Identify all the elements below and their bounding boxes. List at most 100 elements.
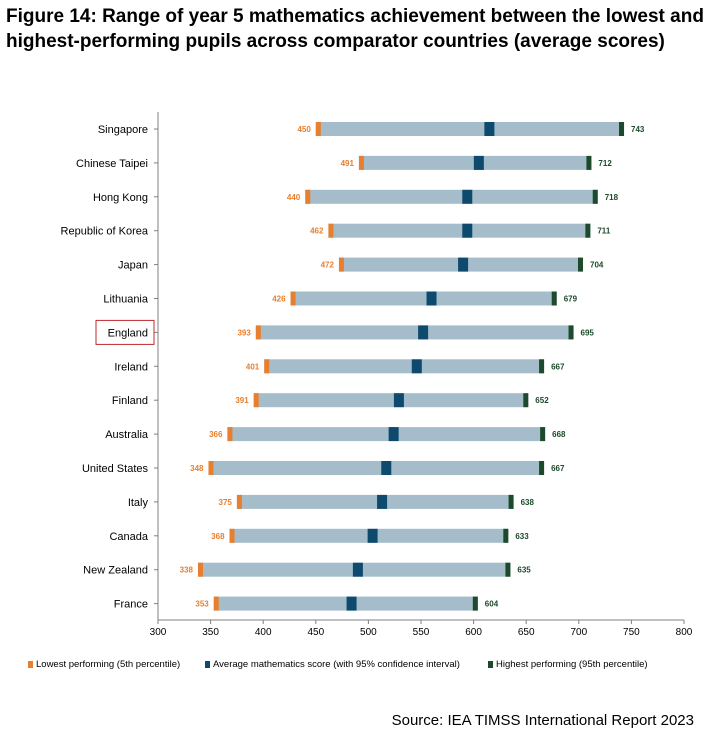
average-marker — [426, 291, 437, 306]
chart-title-line-1: Figure 14: Range of year 5 mathematics a… — [6, 6, 704, 27]
lowest-value-label: 348 — [190, 464, 204, 473]
average-marker — [418, 325, 429, 340]
lowest-value-label: 353 — [195, 600, 209, 609]
highest-value-label: 652 — [535, 396, 549, 405]
legend-swatch — [205, 661, 210, 668]
average-marker — [346, 596, 357, 611]
average-marker — [352, 562, 363, 577]
lowest-marker — [229, 528, 235, 543]
x-tick-label: 750 — [623, 627, 640, 638]
average-marker — [462, 223, 473, 238]
lowest-marker — [315, 122, 321, 136]
x-tick-label: 450 — [307, 627, 324, 638]
lowest-value-label: 391 — [235, 396, 249, 405]
x-tick-label: 800 — [676, 627, 693, 638]
lowest-marker — [290, 291, 296, 306]
range-bar — [305, 189, 598, 204]
highest-marker — [505, 562, 511, 577]
lowest-value-label: 366 — [209, 430, 223, 439]
highest-marker — [523, 393, 529, 408]
highest-marker — [619, 122, 625, 136]
category-label: England — [108, 327, 148, 339]
category-label: France — [114, 599, 148, 611]
x-tick-label: 700 — [570, 627, 587, 638]
lowest-marker — [227, 427, 233, 442]
lowest-marker — [197, 562, 203, 577]
x-tick-label: 600 — [465, 627, 482, 638]
lowest-value-label: 462 — [310, 227, 324, 236]
highest-marker — [578, 257, 584, 272]
highest-value-label: 668 — [552, 430, 566, 439]
highest-marker — [585, 223, 591, 238]
range-bar — [328, 223, 591, 238]
lowest-value-label: 472 — [321, 261, 335, 270]
legend-swatch — [488, 661, 493, 668]
range-bar — [253, 393, 529, 408]
category-label: Republic of Korea — [61, 226, 149, 238]
category-label: Singapore — [98, 124, 148, 136]
category-label: United States — [82, 463, 149, 475]
lowest-value-label: 375 — [219, 498, 233, 507]
category-label: Japan — [118, 260, 148, 272]
average-marker — [458, 257, 469, 272]
average-marker — [473, 155, 484, 170]
highest-value-label: 667 — [551, 362, 565, 371]
category-label: Lithuania — [103, 294, 149, 306]
average-marker — [484, 122, 495, 136]
category-label: Chinese Taipei — [76, 158, 148, 170]
legend-label: Average mathematics score (with 95% conf… — [213, 659, 460, 670]
highest-value-label: 667 — [551, 464, 565, 473]
lowest-marker — [338, 257, 344, 272]
lowest-marker — [213, 596, 219, 611]
highest-marker — [508, 494, 514, 509]
highest-marker — [592, 189, 598, 204]
average-marker — [411, 359, 422, 374]
average-marker — [377, 494, 388, 509]
lowest-value-label: 338 — [180, 566, 194, 575]
highest-marker — [503, 528, 509, 543]
highest-value-label: 712 — [598, 159, 612, 168]
lowest-marker — [358, 155, 364, 170]
x-tick-label: 400 — [255, 627, 272, 638]
category-label: Australia — [105, 429, 149, 441]
legend-label: Highest performing (95th percentile) — [496, 659, 648, 670]
lowest-marker — [328, 223, 334, 238]
range-bar — [255, 325, 574, 340]
lowest-marker — [255, 325, 261, 340]
highest-marker — [472, 596, 478, 611]
x-tick-label: 500 — [360, 627, 377, 638]
category-label: Finland — [112, 395, 148, 407]
highest-value-label: 604 — [485, 600, 499, 609]
x-tick-label: 650 — [518, 627, 535, 638]
category-label: Hong Kong — [93, 192, 148, 204]
category-label: New Zealand — [83, 565, 148, 577]
chart-title-line-2: highest-performing pupils across compara… — [6, 31, 665, 52]
lowest-marker — [264, 359, 270, 374]
range-bar — [264, 359, 545, 374]
lowest-marker — [253, 393, 259, 408]
lowest-marker — [208, 461, 214, 475]
lowest-value-label: 491 — [341, 159, 355, 168]
category-label: Ireland — [114, 361, 148, 373]
lowest-value-label: 450 — [297, 125, 311, 134]
lowest-value-label: 401 — [246, 362, 260, 371]
range-bar — [290, 291, 557, 306]
highest-value-label: 679 — [564, 295, 578, 304]
highest-value-label: 718 — [605, 193, 619, 202]
average-marker — [367, 528, 378, 543]
highest-value-label: 711 — [597, 227, 610, 236]
highest-marker — [539, 359, 545, 374]
range-bar — [315, 122, 625, 136]
category-label: Italy — [128, 497, 149, 509]
highest-value-label: 743 — [631, 125, 645, 134]
legend-swatch — [28, 661, 33, 668]
x-tick-label: 550 — [413, 627, 430, 638]
average-marker — [388, 427, 399, 442]
range-bar — [236, 494, 514, 509]
lowest-value-label: 440 — [287, 193, 301, 202]
range-bar — [208, 461, 545, 475]
lowest-value-label: 393 — [237, 328, 251, 337]
highest-value-label: 695 — [581, 328, 595, 337]
highest-marker — [551, 291, 557, 306]
